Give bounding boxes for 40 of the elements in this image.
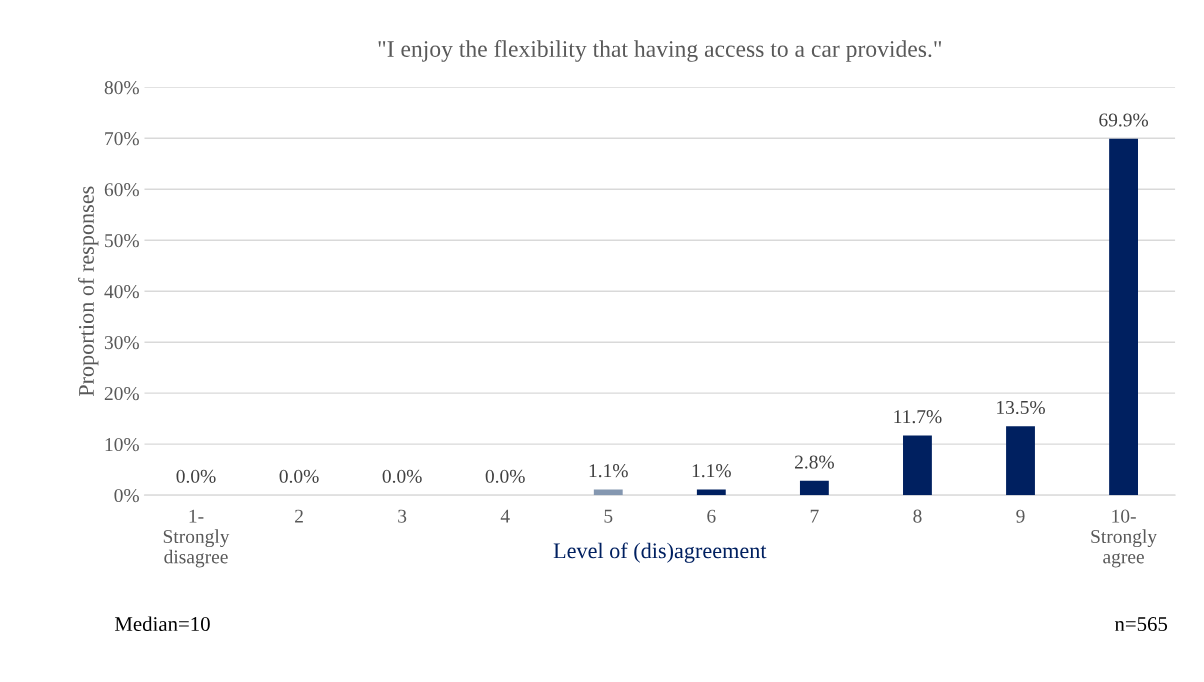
data-label: 0.0% xyxy=(382,469,422,483)
y-tick-label: 70% xyxy=(105,132,139,146)
y-tick-label: 80% xyxy=(104,81,139,95)
bar xyxy=(1006,426,1035,496)
y-tick-label: 20% xyxy=(104,386,139,401)
bar xyxy=(593,489,623,496)
bar xyxy=(799,480,829,496)
x-tick-label: 8 xyxy=(913,509,922,523)
y-tick-label: 30% xyxy=(104,336,139,350)
x-tick-label: 7 xyxy=(810,509,819,523)
data-label: 13.5% xyxy=(997,400,1045,415)
data-label: 0.0% xyxy=(176,469,216,483)
x-axis-title: Level of (dis)agreement xyxy=(553,542,767,563)
y-tick-label: 10% xyxy=(105,437,139,452)
y-tick-label: 60% xyxy=(104,183,139,197)
text: Median=10 xyxy=(114,616,210,632)
x-tick-label: 3 xyxy=(398,509,407,523)
data-label: 1.1% xyxy=(589,464,628,478)
y-tick-label: 0% xyxy=(114,488,139,503)
data-label: 0.0% xyxy=(485,469,525,483)
x-tick-label: 9 xyxy=(1016,509,1025,523)
x-tick-label: 10- Strongly agree xyxy=(1091,509,1157,568)
chart-title: "I enjoy the flexibility that having access to a car provides." xyxy=(378,40,942,62)
bar xyxy=(696,489,726,496)
bar xyxy=(903,435,932,496)
text: n=565 xyxy=(1114,617,1168,632)
data-label: 2.8% xyxy=(794,455,834,469)
data-label: 11.7% xyxy=(894,410,942,424)
x-tick-label: 2 xyxy=(295,509,303,523)
x-tick-label: 4 xyxy=(500,509,510,523)
data-label: 1.1% xyxy=(692,464,731,478)
data-label: 69.9% xyxy=(1099,113,1149,127)
x-tick-label: 5 xyxy=(604,509,613,523)
x-tick-label: 1- Strongly disagree xyxy=(163,509,230,568)
y-tick-label: 40% xyxy=(104,285,139,299)
y-tick-label: 50% xyxy=(105,234,139,248)
data-label: 0.0% xyxy=(279,469,319,483)
y-axis-title: Proportion of responses xyxy=(78,186,99,397)
bar xyxy=(1109,138,1138,496)
x-tick-label: 6 xyxy=(707,509,716,523)
